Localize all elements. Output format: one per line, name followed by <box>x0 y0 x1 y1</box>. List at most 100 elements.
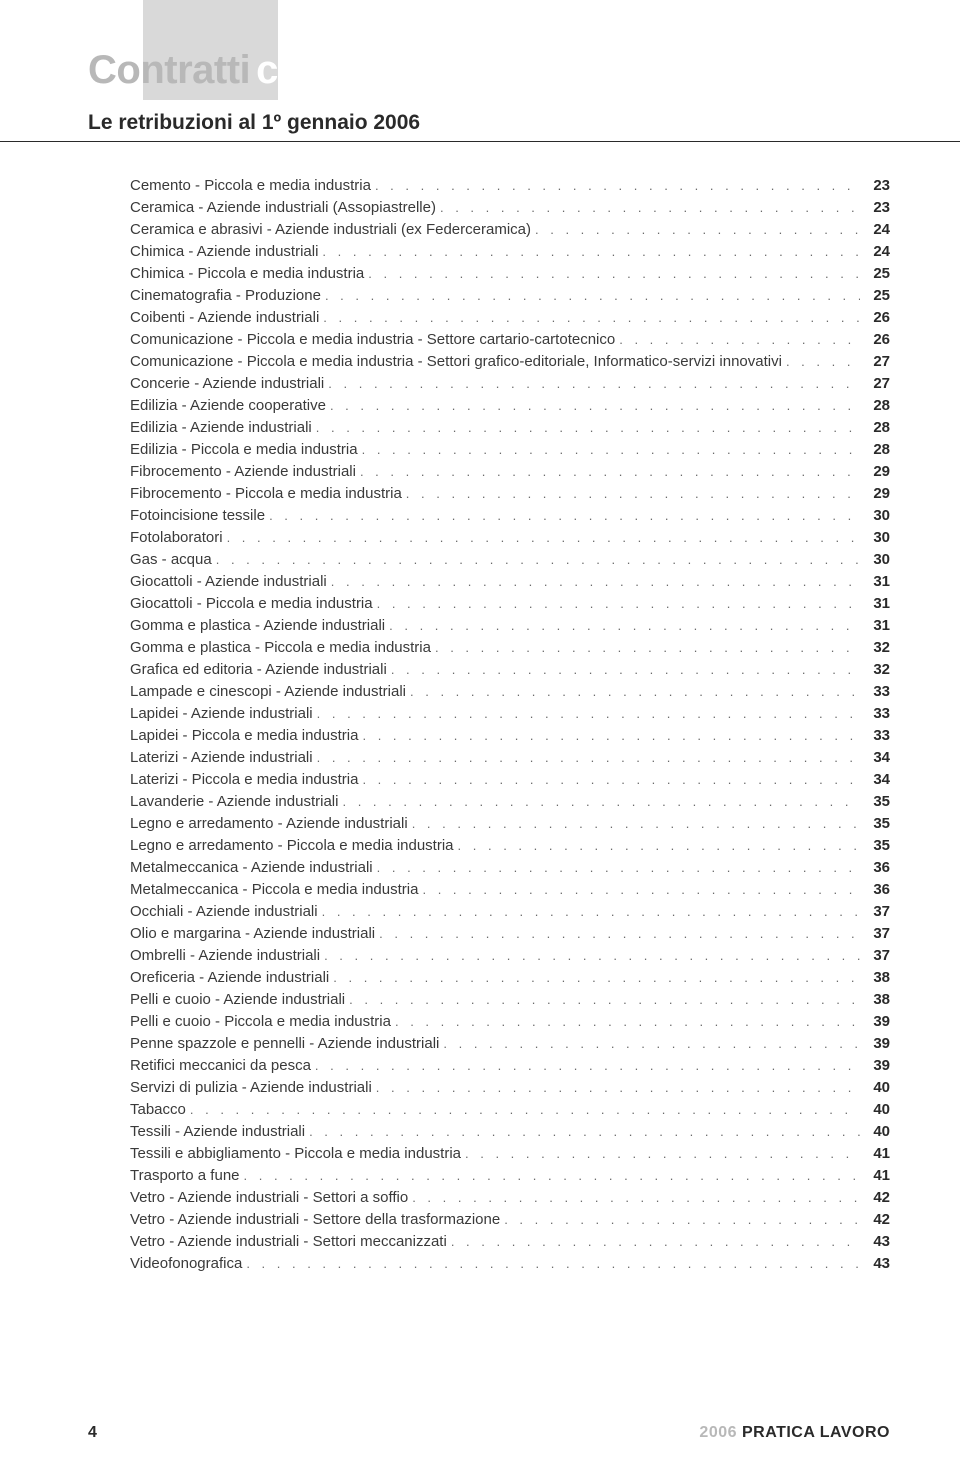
toc-row: Servizi di pulizia - Aziende industriali… <box>130 1077 890 1099</box>
toc-leader-dots: . . . . . . . . . . . . . . . . . . . . … <box>451 1231 860 1253</box>
toc-leader-dots: . . . . . . . . . . . . . . . . . . . . … <box>325 285 860 307</box>
toc-page-number: 37 <box>860 901 890 923</box>
toc-page-number: 25 <box>860 285 890 307</box>
toc-row: Metalmeccanica - Aziende industriali. . … <box>130 857 890 879</box>
toc-leader-dots: . . . . . . . . . . . . . . . . . . . . … <box>362 439 860 461</box>
toc-label: Servizi di pulizia - Aziende industriali <box>130 1077 376 1099</box>
toc-page-number: 42 <box>860 1209 890 1231</box>
toc-row: Tabacco. . . . . . . . . . . . . . . . .… <box>130 1099 890 1121</box>
toc-page-number: 26 <box>860 307 890 329</box>
toc-label: Occhiali - Aziende industriali <box>130 901 322 923</box>
toc-page-number: 39 <box>860 1011 890 1033</box>
toc-leader-dots: . . . . . . . . . . . . . . . . . . . . … <box>422 879 860 901</box>
toc-row: Edilizia - Aziende cooperative. . . . . … <box>130 395 890 417</box>
toc-label: Fibrocemento - Piccola e media industria <box>130 483 406 505</box>
toc-row: Gomma e plastica - Piccola e media indus… <box>130 637 890 659</box>
toc-leader-dots: . . . . . . . . . . . . . . . . . . . . … <box>362 769 860 791</box>
title-word-1: Contratti <box>88 48 250 92</box>
toc-row: Giocattoli - Aziende industriali. . . . … <box>130 571 890 593</box>
toc-leader-dots: . . . . . . . . . . . . . . . . . . . . … <box>377 593 860 615</box>
toc-leader-dots: . . . . . . . . . . . . . . . . . . . . … <box>458 835 860 857</box>
toc-leader-dots: . . . . . . . . . . . . . . . . . . . . … <box>269 505 860 527</box>
toc-page-number: 36 <box>860 857 890 879</box>
toc-leader-dots: . . . . . . . . . . . . . . . . . . . . … <box>216 549 860 571</box>
page-subtitle: Le retribuzioni al 1º gennaio 2006 <box>88 111 432 135</box>
toc-label: Retifici meccanici da pesca <box>130 1055 315 1077</box>
toc-label: Concerie - Aziende industriali <box>130 373 328 395</box>
toc-label: Vetro - Aziende industriali - Settori me… <box>130 1231 451 1253</box>
toc-label: Comunicazione - Piccola e media industri… <box>130 351 786 373</box>
page: Contratticollettivi Le retribuzioni al 1… <box>0 0 960 1470</box>
toc-label: Ombrelli - Aziende industriali <box>130 945 324 967</box>
toc-page-number: 37 <box>860 923 890 945</box>
toc-page-number: 39 <box>860 1033 890 1055</box>
toc-page-number: 40 <box>860 1121 890 1143</box>
toc-page-number: 34 <box>860 747 890 769</box>
toc-page-number: 35 <box>860 791 890 813</box>
toc-label: Chimica - Aziende industriali <box>130 241 322 263</box>
toc-label: Lavanderie - Aziende industriali <box>130 791 342 813</box>
toc-label: Giocattoli - Aziende industriali <box>130 571 331 593</box>
toc-row: Comunicazione - Piccola e media industri… <box>130 329 890 351</box>
toc-row: Tessili e abbigliamento - Piccola e medi… <box>130 1143 890 1165</box>
toc-leader-dots: . . . . . . . . . . . . . . . . . . . . … <box>362 725 860 747</box>
toc-label: Laterizi - Aziende industriali <box>130 747 317 769</box>
toc-leader-dots: . . . . . . . . . . . . . . . . . . . . … <box>395 1011 860 1033</box>
toc-row: Edilizia - Piccola e media industria. . … <box>130 439 890 461</box>
toc-label: Fotoincisione tessile <box>130 505 269 527</box>
table-of-contents: Cemento - Piccola e media industria. . .… <box>130 175 890 1275</box>
toc-label: Edilizia - Piccola e media industria <box>130 439 362 461</box>
toc-leader-dots: . . . . . . . . . . . . . . . . . . . . … <box>368 263 860 285</box>
toc-page-number: 23 <box>860 175 890 197</box>
toc-label: Tabacco <box>130 1099 190 1121</box>
toc-row: Ceramica e abrasivi - Aziende industrial… <box>130 219 890 241</box>
toc-label: Lapidei - Piccola e media industria <box>130 725 362 747</box>
toc-page-number: 35 <box>860 835 890 857</box>
toc-row: Fotoincisione tessile. . . . . . . . . .… <box>130 505 890 527</box>
toc-row: Fibrocemento - Aziende industriali. . . … <box>130 461 890 483</box>
toc-page-number: 28 <box>860 417 890 439</box>
toc-row: Occhiali - Aziende industriali. . . . . … <box>130 901 890 923</box>
toc-leader-dots: . . . . . . . . . . . . . . . . . . . . … <box>406 483 860 505</box>
toc-label: Grafica ed editoria - Aziende industrial… <box>130 659 391 681</box>
toc-leader-dots: . . . . . . . . . . . . . . . . . . . . … <box>440 197 860 219</box>
toc-row: Fotolaboratori. . . . . . . . . . . . . … <box>130 527 890 549</box>
toc-page-number: 33 <box>860 681 890 703</box>
toc-leader-dots: . . . . . . . . . . . . . . . . . . . . … <box>535 219 860 241</box>
toc-page-number: 34 <box>860 769 890 791</box>
toc-leader-dots: . . . . . . . . . . . . . . . . . . . . … <box>376 1077 860 1099</box>
toc-row: Comunicazione - Piccola e media industri… <box>130 351 890 373</box>
toc-leader-dots: . . . . . . . . . . . . . . . . . . . . … <box>315 1055 860 1077</box>
toc-leader-dots: . . . . . . . . . . . . . . . . . . . . … <box>309 1121 860 1143</box>
toc-row: Trasporto a fune. . . . . . . . . . . . … <box>130 1165 890 1187</box>
toc-page-number: 29 <box>860 461 890 483</box>
toc-page-number: 42 <box>860 1187 890 1209</box>
toc-page-number: 27 <box>860 351 890 373</box>
toc-label: Tessili e abbigliamento - Piccola e medi… <box>130 1143 465 1165</box>
toc-row: Videofonografica. . . . . . . . . . . . … <box>130 1253 890 1275</box>
toc-label: Legno e arredamento - Aziende industrial… <box>130 813 412 835</box>
toc-label: Ceramica e abrasivi - Aziende industrial… <box>130 219 535 241</box>
toc-page-number: 36 <box>860 879 890 901</box>
toc-row: Gomma e plastica - Aziende industriali. … <box>130 615 890 637</box>
toc-page-number: 40 <box>860 1099 890 1121</box>
toc-page-number: 31 <box>860 593 890 615</box>
toc-row: Giocattoli - Piccola e media industria. … <box>130 593 890 615</box>
toc-page-number: 38 <box>860 967 890 989</box>
toc-leader-dots: . . . . . . . . . . . . . . . . . . . . … <box>324 945 860 967</box>
toc-leader-dots: . . . . . . . . . . . . . . . . . . . . … <box>316 417 860 439</box>
toc-leader-dots: . . . . . . . . . . . . . . . . . . . . … <box>342 791 860 813</box>
toc-page-number: 35 <box>860 813 890 835</box>
toc-leader-dots: . . . . . . . . . . . . . . . . . . . . … <box>504 1209 860 1231</box>
toc-label: Gas - acqua <box>130 549 216 571</box>
subtitle-rule <box>0 141 960 142</box>
toc-page-number: 24 <box>860 219 890 241</box>
toc-page-number: 27 <box>860 373 890 395</box>
toc-leader-dots: . . . . . . . . . . . . . . . . . . . . … <box>328 373 860 395</box>
toc-label: Gomma e plastica - Piccola e media indus… <box>130 637 435 659</box>
toc-row: Cemento - Piccola e media industria. . .… <box>130 175 890 197</box>
toc-leader-dots: . . . . . . . . . . . . . . . . . . . . … <box>379 923 860 945</box>
toc-row: Laterizi - Piccola e media industria. . … <box>130 769 890 791</box>
toc-label: Laterizi - Piccola e media industria <box>130 769 362 791</box>
toc-page-number: 32 <box>860 659 890 681</box>
